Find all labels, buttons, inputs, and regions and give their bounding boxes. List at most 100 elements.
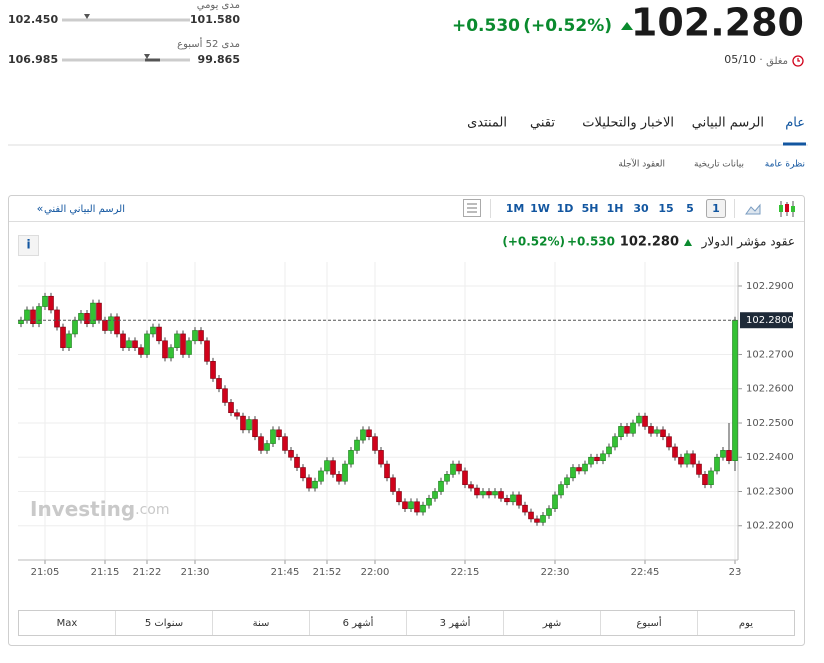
candle-body [432, 491, 438, 499]
candle-body [684, 453, 690, 465]
range-button[interactable]: 6 أشهر [343, 616, 374, 629]
candle-body [438, 480, 444, 492]
range-right: 101.580 [190, 13, 240, 26]
technical-chart-link[interactable]: الرسم البياني الفني [44, 204, 125, 215]
range-button[interactable]: سنة [253, 618, 270, 629]
candle-body [90, 302, 96, 324]
candle-body [510, 494, 516, 503]
interval-button[interactable]: 5 [686, 202, 694, 215]
candle-body [390, 477, 396, 492]
y-tick-label: 102.2900 [746, 281, 794, 292]
candle-body [198, 330, 204, 342]
candle-body [528, 511, 534, 520]
x-tick-label: 21:15 [91, 567, 120, 578]
candle-body [522, 504, 528, 513]
candle-body [276, 429, 282, 437]
candle-body [720, 450, 726, 458]
candle-chart-button[interactable] [779, 201, 795, 217]
candle-body [102, 319, 108, 331]
candle-body [426, 498, 432, 506]
tab[interactable]: تقني [530, 116, 555, 131]
range-button[interactable]: أسبوع [636, 616, 662, 629]
candle-body [120, 333, 126, 348]
candle-body [504, 498, 510, 503]
candle-body [324, 460, 330, 472]
candle-body [546, 508, 552, 516]
candle-body [192, 330, 198, 342]
candle-body [558, 484, 564, 496]
tab[interactable]: المنتدى [467, 116, 507, 131]
candle-body [642, 415, 648, 427]
candle-body [618, 426, 624, 437]
interval-button[interactable]: 15 [658, 202, 673, 215]
candle-body [600, 453, 606, 461]
candle-body [30, 309, 36, 324]
interval-button[interactable]: 1 [712, 202, 720, 215]
candle-body [48, 295, 54, 311]
tab[interactable]: عام [785, 116, 805, 131]
subtab[interactable]: نظرة عامة [765, 160, 805, 170]
tab[interactable]: الاخبار والتحليلات [582, 116, 674, 131]
range-button[interactable]: 3 أشهر [440, 616, 471, 629]
candle-body [306, 477, 312, 489]
candle-body [174, 333, 180, 348]
watermark: Investing.com [30, 497, 170, 521]
candle-body [462, 470, 468, 485]
candle-body [378, 450, 384, 465]
candle-body [582, 463, 588, 472]
candle-body [132, 340, 138, 348]
candle-body [732, 319, 738, 461]
candle-body [408, 501, 414, 509]
interval-button[interactable]: 1D [557, 202, 574, 215]
candle-body [708, 470, 714, 485]
x-tick-label: 21:52 [313, 567, 342, 578]
candle-body [216, 378, 222, 390]
candle-body [180, 333, 186, 355]
chart-change-pct: (+0.52%) [502, 235, 565, 249]
candle-body [384, 463, 390, 479]
range-label: مدى يومي [197, 0, 240, 11]
candle-body [84, 313, 90, 324]
candle-body [444, 474, 450, 482]
range-right: 99.865 [198, 53, 240, 66]
candle-body [312, 480, 318, 489]
change-pct: (+0.52%) [523, 16, 612, 36]
candle-body [228, 402, 234, 414]
range-button[interactable]: شهر [542, 618, 562, 629]
candle-body [336, 474, 342, 482]
candle-body [330, 460, 336, 475]
range-button[interactable]: يوم [739, 618, 753, 629]
last-price-label: 102.2800 [746, 315, 794, 326]
info-button[interactable] [18, 235, 39, 256]
interval-button[interactable]: 1H [607, 202, 624, 215]
candle-body [624, 426, 630, 434]
candle-body [480, 491, 486, 496]
area-chart-button[interactable] [745, 203, 761, 215]
subtab[interactable]: العقود الآجلة [618, 158, 665, 170]
candle-body [552, 494, 558, 509]
candle-body [354, 439, 360, 451]
subtab[interactable]: بيانات تاريخية [694, 160, 744, 170]
candle-body [54, 309, 60, 328]
interval-button[interactable]: 30 [633, 202, 649, 215]
candle-body [402, 501, 408, 509]
candle-body [72, 319, 78, 335]
range-button[interactable]: 5 سنوات [145, 618, 183, 629]
tab[interactable]: الرسم البياني [692, 116, 764, 131]
candle-body [96, 302, 102, 321]
candle-body [516, 494, 522, 506]
x-tick-label: 22:15 [451, 567, 480, 578]
x-tick-label: 22:00 [361, 567, 390, 578]
x-tick-label: 21:22 [133, 567, 162, 578]
candle-body [294, 456, 300, 468]
range-button[interactable]: Max [57, 618, 78, 629]
interval-button[interactable]: 5H [582, 202, 599, 215]
candle-body [258, 436, 264, 451]
candle-body [240, 415, 246, 431]
x-tick-label: 21:05 [31, 567, 60, 578]
candle-body [726, 450, 732, 461]
interval-button[interactable]: 1W [530, 202, 550, 215]
interval-button[interactable]: 1M [506, 202, 525, 215]
